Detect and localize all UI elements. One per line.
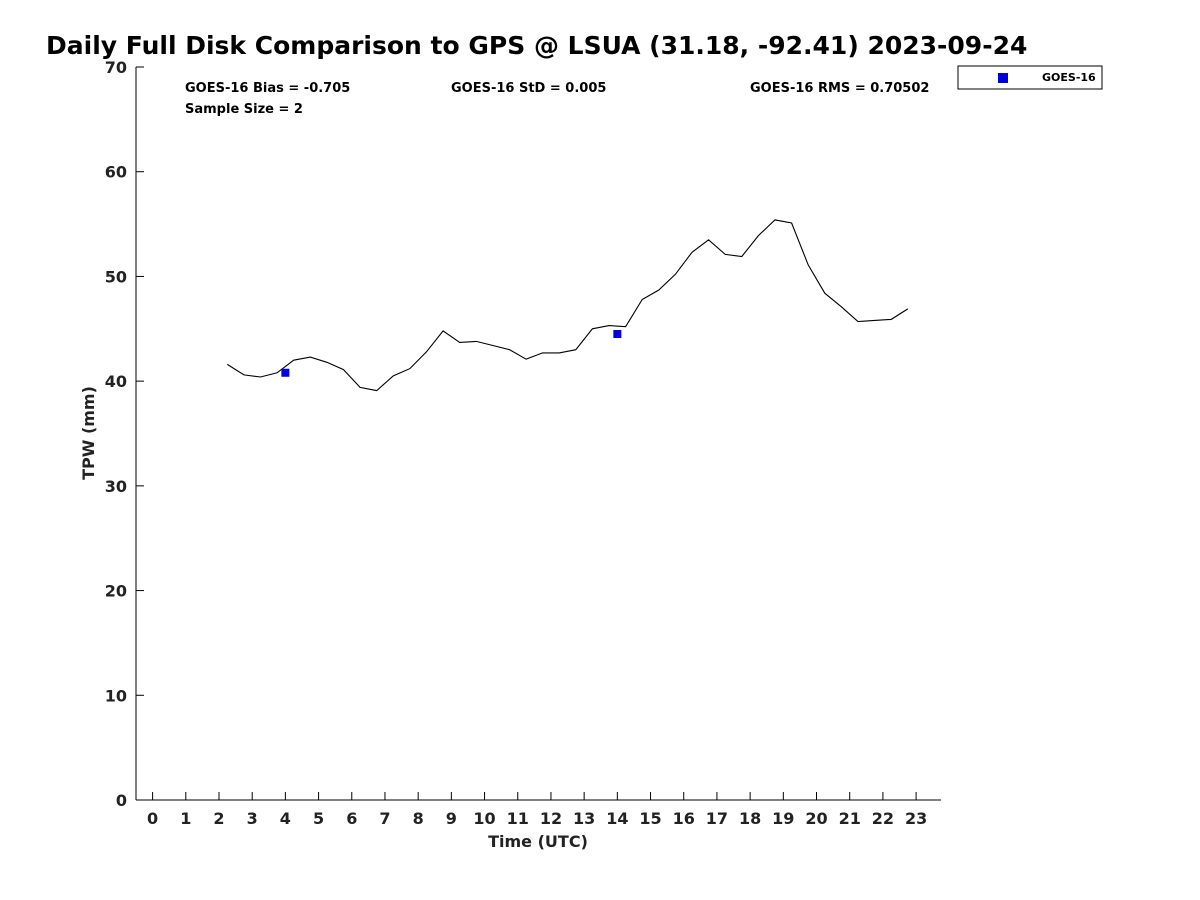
- x-tick-label: 2: [213, 809, 224, 828]
- x-tick-label: 14: [606, 809, 628, 828]
- x-tick-label: 9: [446, 809, 457, 828]
- y-tick-label: 0: [116, 791, 127, 810]
- y-tick-label: 20: [105, 582, 127, 601]
- goes16-point: [613, 330, 622, 339]
- x-tick-label: 16: [673, 809, 695, 828]
- x-tick-label: 6: [346, 809, 357, 828]
- y-tick-label: 60: [105, 163, 127, 182]
- gps-line-series: [227, 219, 909, 392]
- x-tick-label: 11: [507, 809, 529, 828]
- x-tick-label: 0: [147, 809, 158, 828]
- legend-box: [957, 65, 1103, 90]
- legend-label: GOES-16: [1042, 71, 1096, 84]
- x-tick-label: 8: [413, 809, 424, 828]
- x-tick-label: 10: [473, 809, 495, 828]
- x-tick-label: 19: [772, 809, 794, 828]
- y-tick-label: 40: [105, 372, 127, 391]
- x-tick-label: 5: [313, 809, 324, 828]
- std-annotation: GOES-16 StD = 0.005: [451, 81, 606, 96]
- bias-annotation: GOES-16 Bias = -0.705: [185, 81, 350, 96]
- x-tick-label: 4: [280, 809, 291, 828]
- y-tick-label: 30: [105, 477, 127, 496]
- legend: GOES-16: [957, 65, 1103, 90]
- y-axis-label: TPW (mm): [79, 386, 98, 480]
- goes16-marker-series: [281, 330, 622, 377]
- x-tick-label: 13: [573, 809, 595, 828]
- x-tick-label: 18: [739, 809, 761, 828]
- x-tick-label: 12: [540, 809, 562, 828]
- x-tick-label: 17: [706, 809, 728, 828]
- series-line: [227, 219, 909, 392]
- x-tick-label: 7: [379, 809, 390, 828]
- legend-marker: [998, 73, 1008, 83]
- x-ticks: 0 1 2 3 4 5 6 7 8 9 10 11 12 13 14 15 16 17 18 19 20 21 22 23: [147, 792, 927, 828]
- x-tick-label: 20: [805, 809, 827, 828]
- rms-annotation: GOES-16 RMS = 0.70502: [750, 81, 929, 96]
- chart-title: Daily Full Disk Comparison to GPS @ LSUA…: [46, 31, 1027, 60]
- y-tick-label: 10: [105, 686, 127, 705]
- y-ticks: 0 10 20 30 40 50 60 70: [105, 58, 144, 810]
- goes16-point: [281, 368, 290, 377]
- x-tick-label: 3: [247, 809, 258, 828]
- y-tick-label: 50: [105, 267, 127, 286]
- x-tick-label: 1: [180, 809, 191, 828]
- x-tick-label: 22: [872, 809, 894, 828]
- sample-size-annotation: Sample Size = 2: [185, 102, 303, 117]
- x-tick-label: 15: [639, 809, 661, 828]
- x-axis-label: Time (UTC): [488, 832, 588, 851]
- x-tick-label: 23: [905, 809, 927, 828]
- y-tick-label: 70: [105, 58, 127, 77]
- axes: [135, 67, 941, 801]
- x-tick-label: 21: [839, 809, 861, 828]
